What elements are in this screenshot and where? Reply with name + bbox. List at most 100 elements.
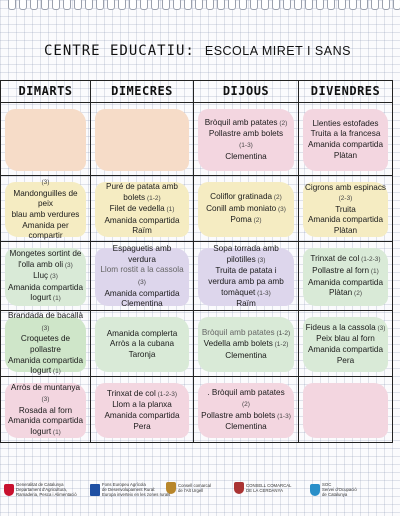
dish-name: Amanida compartida xyxy=(307,215,384,225)
dish-line: Filet de vedella (1) xyxy=(110,204,175,216)
sponsor-footer: Generalitat de Catalunya Departament d'Ag… xyxy=(0,474,400,504)
day-header-dijous: DIJOUS xyxy=(194,81,299,103)
dish-name: Truita a la francesa xyxy=(310,129,381,139)
logo-text: de Catalunya xyxy=(322,492,348,497)
menu-card: Coliflor gratinada (2) Conill amb moniato… xyxy=(198,182,294,237)
menu-cell-dijous-week4: Bròquil amb patates (1-2) Vedella amb bol… xyxy=(194,311,299,377)
logo-text: Fons Europeu Agrícola xyxy=(102,482,146,487)
dish-name: Filet de vedella xyxy=(109,204,165,214)
generalitat-logo: Generalitat de Catalunya Departament d'Ag… xyxy=(4,482,77,497)
logo-text: Servei d'Ocupació xyxy=(322,487,357,492)
logo-text: Generalitat de Catalunya xyxy=(16,482,64,487)
eu-logo: Fons Europeu Agrícola de Desenvolupament … xyxy=(90,482,170,497)
dish-name: Taronja xyxy=(128,349,156,359)
spiral-ring xyxy=(162,0,170,10)
dish-line: Clementina xyxy=(121,299,162,310)
dish-line: Arròs a la cubana xyxy=(110,339,174,350)
dish-line: Conill amb moniato (3) xyxy=(206,204,286,216)
menu-card: Trinxat de col (1-2-3) Llom a la planxa Am… xyxy=(95,383,189,438)
dish-line: Amanida compartida xyxy=(8,283,83,294)
dish-name: verdura amb pa amb xyxy=(208,277,284,286)
spiral-ring xyxy=(85,0,93,10)
dish-name: Pera xyxy=(336,355,355,365)
dish-name: Clementina xyxy=(225,151,267,161)
dish-name: Peix blau al forn xyxy=(316,334,375,344)
dish-name: Arròs de muntanya xyxy=(10,382,81,392)
dish-name: Brandada de bacallà xyxy=(7,311,84,321)
dish-name: Pollastre al forn xyxy=(312,265,370,275)
menu-card: Trinxat de col (1-2-3) Pollastre al forn … xyxy=(303,248,388,306)
dish-name: Pera xyxy=(133,421,151,431)
menu-cell-dimarts-week3: Mongetes sortint de l'olla amb oli (3) Llu… xyxy=(1,242,91,311)
spiral-ring xyxy=(338,0,346,10)
spiral-ring xyxy=(30,0,38,10)
spiral-ring xyxy=(118,0,126,10)
allergen-note: (1-2-3) xyxy=(359,256,381,264)
day-header-dimarts: DIMARTS xyxy=(1,81,91,103)
day-header-divendres: DIVENDRES xyxy=(299,81,393,103)
menu-card: Espaguetis amb verdura Llom rostit a la ca… xyxy=(95,244,189,308)
dish-name: Trinxat de col xyxy=(106,388,156,398)
dish-name: Amanida compartida xyxy=(307,345,384,354)
allergen-note: (3) xyxy=(63,261,73,269)
dish-line: (1-3) xyxy=(239,140,253,152)
allergen-note: (1-2) xyxy=(272,341,289,349)
spiral-ring xyxy=(41,0,49,10)
dish-name: Iogurt xyxy=(30,426,52,436)
dish-line: Vedella amb bolets (1-2) xyxy=(204,339,289,351)
spiral-ring xyxy=(151,0,159,10)
spiral-ring xyxy=(74,0,82,10)
dish-line: Taronja xyxy=(129,350,156,361)
dish-name: bolets xyxy=(123,192,146,202)
dish-line: (2) xyxy=(242,399,250,411)
urgell-logo: Consell comarcal de l'Alt Urgell xyxy=(166,482,211,494)
allergen-note: (3) xyxy=(41,396,50,404)
dish-line: Llenties estofades xyxy=(313,119,379,130)
menu-cell-dimecres-week3: Espaguetis amb verdura Llom rostit a la ca… xyxy=(91,242,194,311)
dish-name: Poma xyxy=(230,215,252,225)
dish-line: Raïm xyxy=(132,226,152,237)
notebook-spiral xyxy=(0,0,400,10)
dish-line: Sopa torrada amb xyxy=(213,244,279,255)
menu-card: Sopa torrada amb pilotilles (3) Truita de … xyxy=(198,244,294,308)
dish-line: pilotilles (3) xyxy=(227,255,266,267)
spiral-ring xyxy=(382,0,390,10)
dish-line: Truita a la francesa xyxy=(311,129,381,140)
dish-name: Truita de patata i xyxy=(215,266,277,276)
allergen-note: (3) xyxy=(41,324,50,332)
dish-name: Amanida compartida xyxy=(7,282,84,292)
dish-line: Amanida compartida xyxy=(104,216,179,227)
spiral-ring xyxy=(63,0,71,10)
logo-text: DE LA CERDANYA xyxy=(246,488,283,493)
dish-line: Pera xyxy=(133,422,150,433)
menu-cell-divendres-week3: Trinxat de col (1-2-3) Pollastre al forn … xyxy=(299,242,393,311)
spiral-ring xyxy=(327,0,335,10)
allergen-note: (1-2-3) xyxy=(155,390,178,398)
spiral-ring xyxy=(217,0,225,10)
menu-cell-dimecres-week2: Puré de patata amb bolets (1-2) Filet de v… xyxy=(91,176,194,242)
allergen-note: (1) xyxy=(51,295,61,303)
dish-line: Peix blau al forn xyxy=(316,334,375,345)
dish-name: Clementina xyxy=(121,299,163,309)
menu-card: Fideus a la cassola (3) Peix blau al forn… xyxy=(303,317,388,372)
spiral-ring xyxy=(360,0,368,10)
dish-name: Raïm xyxy=(132,226,152,236)
spiral-ring xyxy=(250,0,258,10)
allergen-note: (2) xyxy=(242,400,250,408)
menu-card: Mongetes sortint de l'olla amb oli (3) Llu… xyxy=(5,248,86,306)
menu-cell-dijous-week3: Sopa torrada amb pilotilles (3) Truita de … xyxy=(194,242,299,311)
dish-line: (2-3) xyxy=(339,193,353,205)
allergen-note: (1) xyxy=(51,368,61,376)
dish-line: Amanida compartida xyxy=(8,356,83,367)
dish-name: Bròquil amb patates xyxy=(201,327,275,337)
eu-emblem-icon xyxy=(90,483,100,496)
menu-cell-dimecres-week4: Amanida complerta Arròs a la cubana Taronj… xyxy=(91,311,194,377)
menu-cell-dimarts-week1 xyxy=(1,103,91,176)
dish-line: Truita xyxy=(335,205,356,216)
dish-name: Llom a la planxa xyxy=(112,400,172,410)
dish-line: Espaguetis amb xyxy=(113,244,172,255)
allergen-note: (3) xyxy=(41,179,50,187)
dish-name: Lluç xyxy=(33,271,49,281)
menu-cell-divendres-week1: Llenties estofades Truita a la francesa Am… xyxy=(299,103,393,176)
allergen-note: (1-3) xyxy=(239,142,253,149)
